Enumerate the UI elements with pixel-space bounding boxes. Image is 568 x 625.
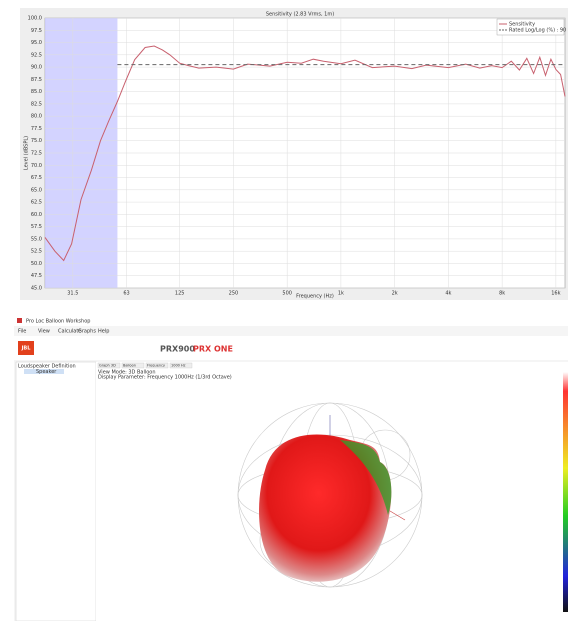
y-tick-label: 85.0 [31,89,42,95]
y-tick-label: 100.0 [28,16,42,22]
menu-item[interactable]: View [38,329,50,335]
y-tick-label: 60.0 [31,212,42,218]
header-band [14,336,568,360]
menu-item[interactable]: Graphs [78,329,96,335]
toolbar-label[interactable]: Graph 3D [99,364,116,368]
y-tick-label: 57.5 [31,224,42,230]
y-tick-label: 72.5 [31,151,42,157]
y-tick-label: 97.5 [31,28,42,34]
y-tick-label: 92.5 [31,52,42,58]
x-tick-label: 31.5 [67,291,78,297]
y-tick-label: 80.0 [31,114,42,120]
y-tick-label: 77.5 [31,126,42,132]
toolbar-label[interactable]: Frequency [147,364,165,368]
tree-title: Loudspeaker Definition [18,364,76,370]
legend-label: Rated Log/Log (%) : 90 [509,28,566,34]
title-bar [14,316,568,326]
y-tick-label: 90.0 [31,65,42,71]
y-axis-label: Level (dBSPL) [24,136,30,170]
y-tick-label: 62.5 [31,200,42,206]
app-icon [17,318,22,323]
menu-item[interactable]: Help [98,329,109,335]
y-tick-label: 50.0 [31,261,42,267]
logo: JBL [21,346,32,352]
logo-box [18,341,34,355]
brand: PRX900 [160,345,195,354]
y-tick-label: 65.0 [31,187,42,193]
toolbar-field[interactable] [145,362,169,369]
y-tick-label: 67.5 [31,175,42,181]
toolbar-field[interactable] [97,362,121,369]
x-tick-label: 16k [551,291,560,297]
y-tick-label: 45.0 [31,286,42,292]
series-line [44,45,566,262]
color-scale [563,372,568,612]
menu-item[interactable]: File [18,329,26,335]
x-tick-label: 500 [282,291,292,297]
info-line: View Mode: 3D Balloon [98,370,156,376]
y-tick-label: 95.0 [31,40,42,46]
legend-box [496,18,565,36]
x-axis-label: Frequency (Hz) [296,294,334,300]
balloon-edge [340,440,392,515]
y-tick-label: 47.5 [31,273,42,279]
tree-item[interactable]: Speaker [36,369,57,375]
brand: PRX ONE [193,345,233,354]
x-tick-label: 4k [445,291,451,297]
window-title: Pro Loc Balloon Workshop [26,319,90,325]
y-tick-label: 52.5 [31,249,42,255]
menu-item[interactable]: Calculate [58,329,81,335]
chart-title: Sensitivity (2.83 Vrms, 1m) [266,12,334,18]
x-tick-label: 125 [175,291,185,297]
toolbar-field[interactable] [121,362,145,369]
x-tick-label: 2k [392,291,398,297]
legend-label: Sensitivity [509,22,535,28]
y-tick-label: 75.0 [31,138,42,144]
tree-selection[interactable] [24,369,64,374]
toolbar-label[interactable]: Balloon [123,364,136,368]
y-tick-label: 55.0 [31,236,42,242]
y-tick-label: 70.0 [31,163,42,169]
y-tick-label: 82.5 [31,101,42,107]
tree-panel [15,361,97,622]
x-tick-label: 63 [123,291,129,297]
x-tick-label: 1k [338,291,344,297]
info-line: Display Parameter: Frequency 1000Hz (1/3… [98,375,232,381]
balloon [259,434,392,582]
toolbar-label[interactable]: 1000 Hz [171,364,186,368]
x-tick-label: 8k [499,291,505,297]
toolbar-field[interactable] [169,362,193,369]
y-tick-label: 87.5 [31,77,42,83]
x-tick-label: 250 [229,291,239,297]
